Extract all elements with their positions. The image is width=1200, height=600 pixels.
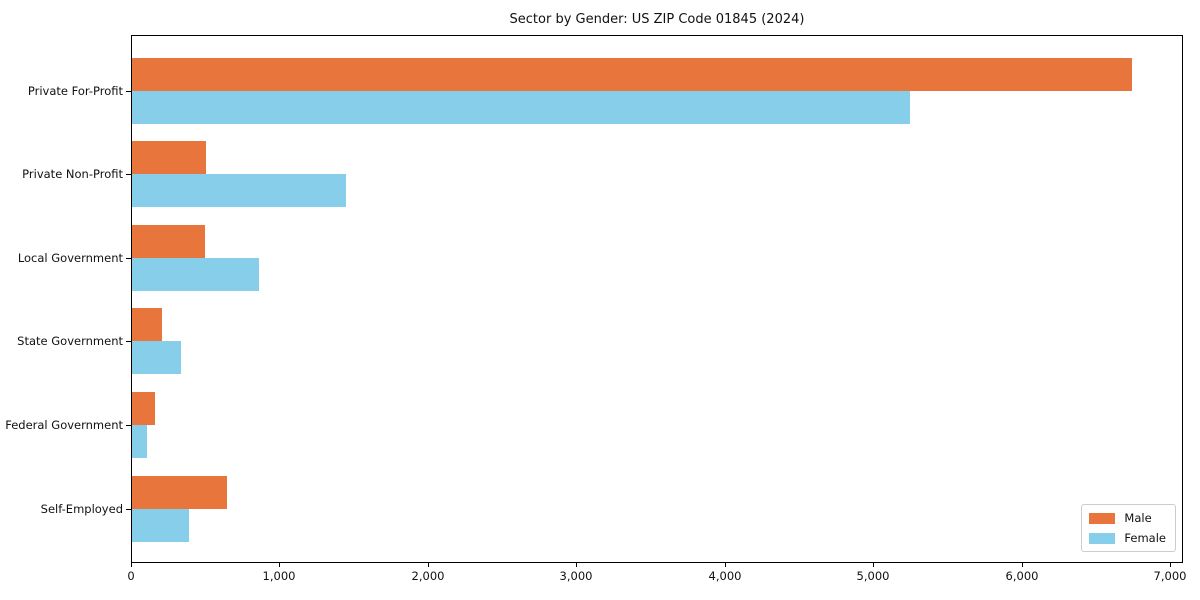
x-tick-mark-3000 bbox=[576, 563, 577, 567]
y-tick-mark-local-government bbox=[126, 257, 131, 259]
y-tick-label-self-employed: Self-Employed bbox=[40, 501, 123, 516]
x-tick-mark-7000 bbox=[1170, 563, 1171, 567]
female-series-swatch bbox=[1089, 532, 1116, 544]
bar-female-local-government bbox=[132, 257, 259, 291]
male-series-swatch bbox=[1089, 512, 1116, 524]
bar-female-self-employed bbox=[132, 508, 189, 542]
legend: Male Female bbox=[1081, 504, 1176, 552]
plot-area: Male Female bbox=[131, 35, 1183, 563]
y-tick-mark-private-for-profit bbox=[126, 90, 131, 92]
bar-male-state-government bbox=[132, 308, 162, 342]
bar-male-self-employed bbox=[132, 475, 227, 509]
x-tick-label-1000: 1,000 bbox=[262, 569, 296, 583]
bar-male-local-government bbox=[132, 224, 205, 258]
x-tick-label-0: 0 bbox=[127, 569, 135, 583]
y-tick-label-state-government: State Government bbox=[17, 334, 123, 349]
x-tick-mark-6000 bbox=[1022, 563, 1023, 567]
y-tick-label-private-for-profit: Private For-Profit bbox=[27, 83, 123, 98]
bar-female-private-for-profit bbox=[132, 90, 910, 124]
x-tick-mark-0 bbox=[131, 563, 132, 567]
y-tick-label-federal-government: Federal Government bbox=[5, 417, 123, 432]
x-tick-label-7000: 7,000 bbox=[1153, 569, 1187, 583]
bar-female-federal-government bbox=[132, 424, 147, 458]
x-tick-label-5000: 5,000 bbox=[856, 569, 890, 583]
legend-item-male: Male bbox=[1089, 511, 1166, 525]
legend-label-male: Male bbox=[1124, 511, 1152, 525]
y-tick-mark-federal-government bbox=[126, 424, 131, 426]
y-tick-mark-state-government bbox=[126, 341, 131, 343]
x-tick-label-4000: 4,000 bbox=[708, 569, 742, 583]
bar-male-private-for-profit bbox=[132, 57, 1132, 91]
x-tick-mark-5000 bbox=[873, 563, 874, 567]
y-tick-mark-private-non-profit bbox=[126, 174, 131, 176]
x-tick-label-6000: 6,000 bbox=[1005, 569, 1039, 583]
y-tick-mark-self-employed bbox=[126, 508, 131, 510]
bar-female-private-non-profit bbox=[132, 174, 346, 208]
legend-item-female: Female bbox=[1089, 531, 1166, 545]
x-tick-label-2000: 2,000 bbox=[411, 569, 445, 583]
y-tick-label-private-non-profit: Private Non-Profit bbox=[22, 167, 123, 182]
x-tick-mark-2000 bbox=[428, 563, 429, 567]
x-tick-mark-4000 bbox=[725, 563, 726, 567]
bar-female-state-government bbox=[132, 341, 181, 375]
chart-title: Sector by Gender: US ZIP Code 01845 (202… bbox=[509, 12, 805, 27]
legend-label-female: Female bbox=[1124, 531, 1166, 545]
bar-male-private-non-profit bbox=[132, 141, 206, 175]
y-tick-label-local-government: Local Government bbox=[17, 250, 123, 265]
x-tick-label-3000: 3,000 bbox=[559, 569, 593, 583]
bar-male-federal-government bbox=[132, 391, 155, 425]
x-tick-mark-1000 bbox=[279, 563, 280, 567]
